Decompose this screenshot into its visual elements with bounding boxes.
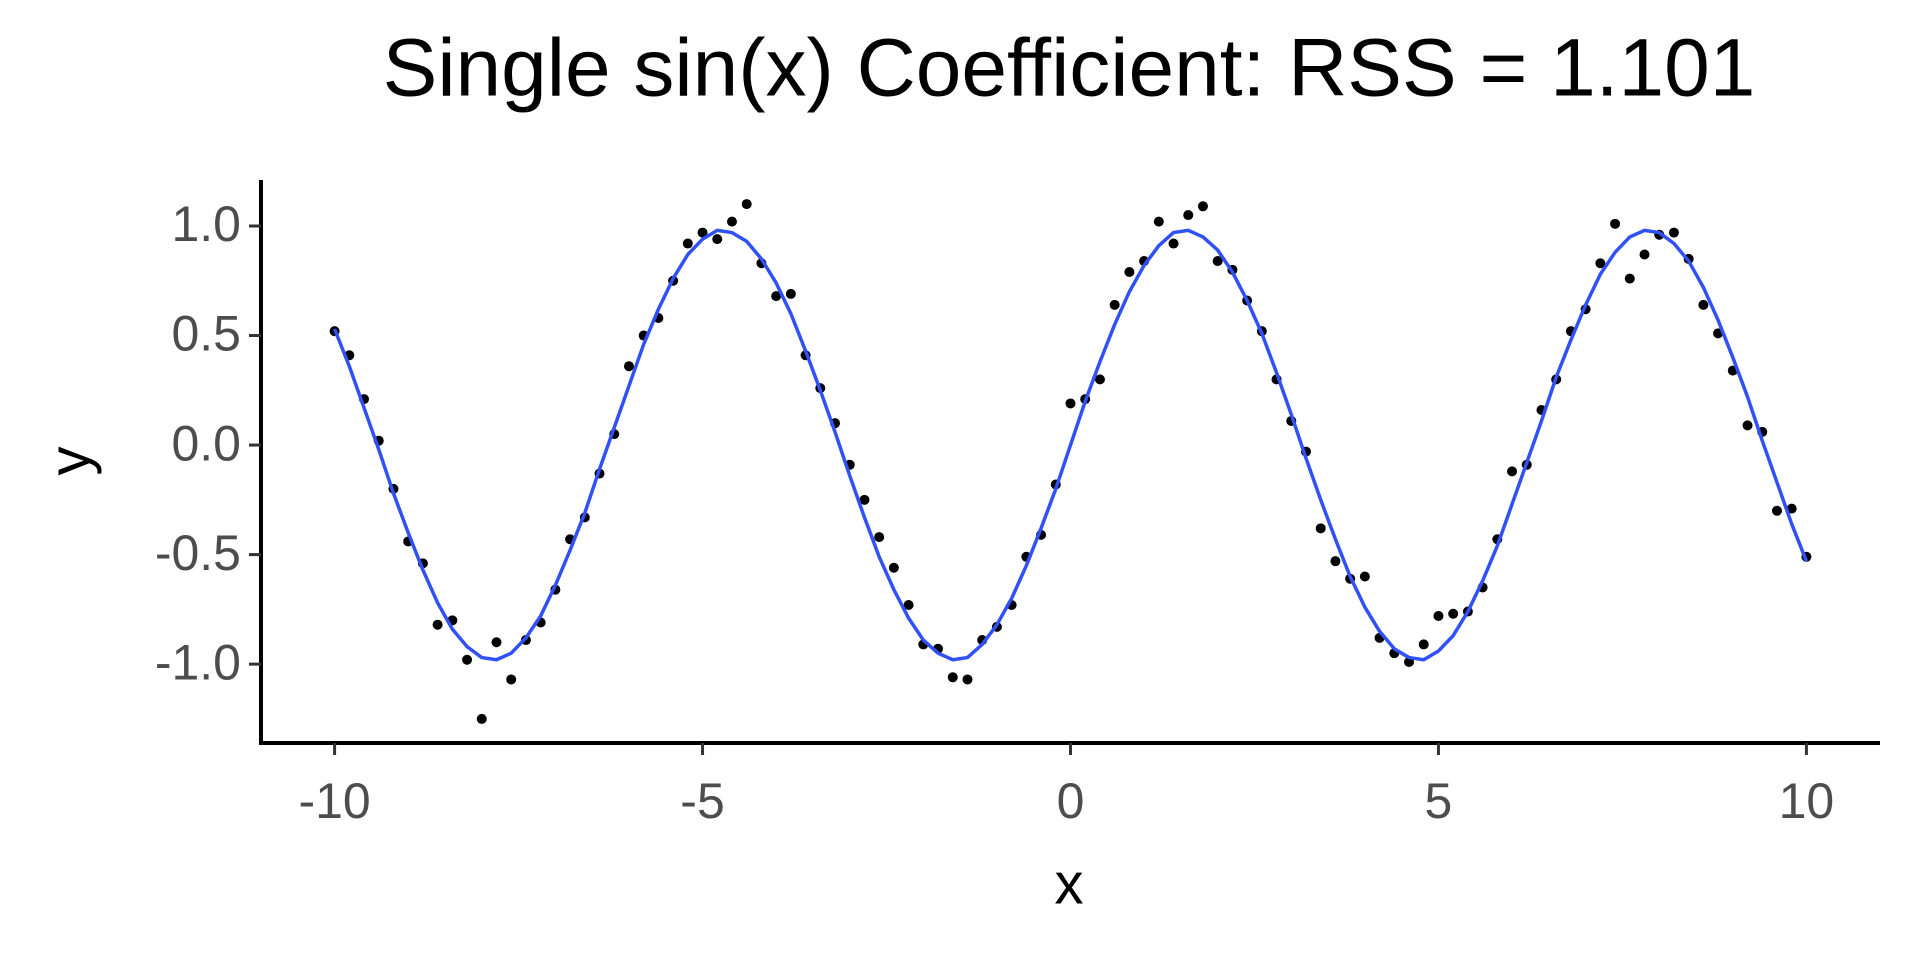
- y-tick-label: 1.0: [171, 196, 241, 252]
- x-tick-label: 5: [1425, 773, 1453, 829]
- scatter-point: [903, 599, 914, 610]
- scatter-point: [1698, 299, 1709, 310]
- x-tick-label: -10: [298, 773, 370, 829]
- scatter-point: [1610, 218, 1621, 229]
- scatter-point: [1183, 210, 1194, 221]
- scatter-point: [1668, 227, 1679, 238]
- y-tick-label: -1.0: [155, 634, 241, 690]
- x-tick-label: -5: [680, 773, 724, 829]
- scatter-point: [476, 713, 487, 724]
- scatter-point: [859, 494, 870, 505]
- scatter-point: [1359, 571, 1370, 582]
- scatter-point: [1212, 256, 1223, 267]
- scatter-point: [1742, 420, 1753, 431]
- scatter-point: [1168, 238, 1179, 249]
- scatter-point: [1315, 523, 1326, 534]
- scatter-point: [462, 654, 473, 665]
- scatter-point: [1153, 216, 1164, 227]
- scatter-point: [1065, 398, 1076, 409]
- y-tick-label: -0.5: [155, 525, 241, 581]
- scatter-point: [726, 216, 737, 227]
- scatter-point: [491, 637, 502, 648]
- y-axis-title: y: [37, 447, 102, 476]
- x-tick-label: 10: [1779, 773, 1835, 829]
- x-axis-title: x: [1055, 851, 1084, 916]
- scatter-point: [1418, 639, 1429, 650]
- y-tick-label: 0.0: [171, 415, 241, 471]
- scatter-point: [947, 672, 958, 683]
- scatter-point: [1124, 267, 1135, 278]
- scatter-point: [432, 619, 443, 630]
- scatter-point: [962, 674, 973, 685]
- scatter-point: [697, 227, 708, 238]
- scatter-point: [712, 234, 723, 245]
- scatter-point: [1595, 258, 1606, 269]
- scatter-point: [1448, 608, 1459, 619]
- scatter-point: [1639, 249, 1650, 260]
- scatter-point: [1197, 201, 1208, 212]
- scatter-point: [785, 288, 796, 299]
- y-tick-label: 0.5: [171, 306, 241, 362]
- x-tick-label: 0: [1057, 773, 1085, 829]
- scatter-point: [506, 674, 517, 685]
- scatter-point: [682, 238, 693, 249]
- scatter-point: [888, 562, 899, 573]
- scatter-point: [1624, 273, 1635, 284]
- scatter-point: [1330, 556, 1341, 567]
- scatter-point: [1771, 505, 1782, 516]
- scatter-point: [1786, 503, 1797, 514]
- scatter-point: [771, 291, 782, 302]
- chart-title: Single sin(x) Coefficient: RSS = 1.101: [383, 23, 1756, 114]
- scatter-point: [874, 532, 885, 543]
- scatter-point: [741, 199, 752, 210]
- scatter-point: [1094, 374, 1105, 385]
- scatter-point: [1433, 610, 1444, 621]
- scatter-point: [623, 361, 634, 372]
- scatter-point: [1109, 299, 1120, 310]
- scatter-point: [1507, 466, 1518, 477]
- fit-line: [332, 228, 1809, 662]
